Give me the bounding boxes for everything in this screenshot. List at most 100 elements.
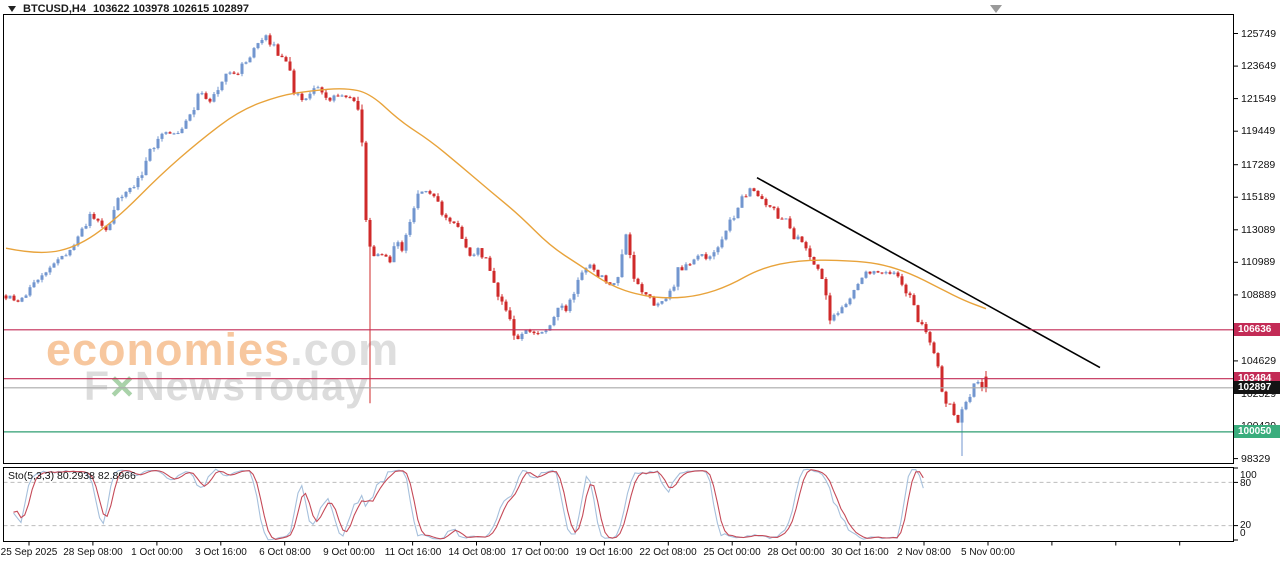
candle-body	[928, 332, 932, 343]
candle-body	[480, 248, 484, 258]
candle-body	[772, 206, 776, 209]
candle-body	[204, 93, 208, 99]
candle-body	[872, 271, 876, 274]
candle-body	[372, 246, 376, 257]
candle-body	[624, 234, 628, 255]
candle-body	[876, 271, 880, 273]
candle-body	[820, 268, 824, 279]
candle-body	[300, 93, 304, 100]
candle-body	[924, 324, 928, 333]
indicator-panel-border	[3, 467, 1234, 542]
watermark-brand: economies.com	[46, 327, 399, 372]
candle-body	[860, 277, 864, 284]
candle-body	[736, 207, 740, 219]
stochastic-axis-label: 100	[1240, 470, 1257, 481]
candle-body	[132, 187, 136, 189]
candle-body	[728, 219, 732, 231]
candle-body	[508, 310, 512, 320]
candle-body	[532, 331, 536, 334]
candle-body	[296, 93, 300, 95]
candle-body	[908, 293, 912, 296]
candle-body	[420, 191, 424, 194]
candle-body	[684, 264, 688, 271]
candle-body	[932, 342, 936, 354]
x-axis-label: 25 Sep 2025	[0, 547, 58, 558]
candle-body	[400, 242, 404, 251]
candle-body	[468, 247, 472, 256]
candle-body	[748, 188, 752, 197]
candle-body	[52, 263, 56, 268]
candle-body	[852, 290, 856, 299]
candle-body	[208, 98, 212, 102]
y-axis-label: 125749	[1241, 28, 1277, 40]
candle-body	[804, 242, 808, 249]
candle-body	[584, 268, 588, 273]
indicator-values: 80.2938 82.8966	[57, 470, 136, 482]
candle-body	[248, 57, 252, 63]
candle-body	[616, 277, 620, 284]
candle-body	[252, 48, 256, 58]
candle-body	[232, 72, 236, 74]
symbol-dropdown-icon[interactable]	[8, 6, 16, 12]
candle-body	[592, 264, 596, 270]
candle-body	[552, 317, 556, 326]
candle-body	[560, 305, 564, 308]
x-axis-label: 1 Oct 00:00	[131, 547, 183, 558]
candle-body	[676, 267, 680, 287]
candle-body	[60, 256, 64, 260]
candle-body	[524, 330, 528, 334]
candle-body	[800, 236, 804, 243]
candle-body	[660, 301, 664, 304]
candle-body	[72, 245, 76, 250]
y-axis-label: 115189	[1241, 191, 1276, 203]
watermark-brand-name: economies	[46, 324, 291, 375]
candle-body	[788, 218, 792, 229]
candle-body	[816, 264, 820, 269]
stochastic-axis-label: 0	[1240, 528, 1246, 539]
candle-body	[284, 57, 288, 62]
candle-body	[960, 409, 964, 423]
candle-body	[412, 208, 416, 223]
candle-body	[228, 72, 232, 74]
candle-body	[220, 81, 224, 91]
candle-body	[964, 401, 968, 410]
candle-body	[392, 246, 396, 263]
candle-body	[408, 222, 412, 235]
candle-body	[416, 193, 420, 209]
watermark-x-icon: ×	[110, 363, 135, 409]
candle-body	[460, 226, 464, 239]
moving-average-line	[5, 88, 987, 310]
candle-body	[80, 228, 84, 237]
candle-body	[696, 255, 700, 260]
x-axis-label: 9 Oct 00:00	[323, 547, 375, 558]
candle-body	[340, 95, 344, 97]
x-axis-label: 6 Oct 08:00	[259, 547, 311, 558]
candle-body	[544, 330, 548, 333]
candle-body	[112, 209, 116, 224]
candle-body	[512, 319, 516, 336]
candle-body	[764, 199, 768, 206]
candle-body	[360, 109, 364, 143]
candle-body	[180, 128, 184, 134]
candle-body	[84, 226, 88, 229]
candle-body	[280, 55, 284, 58]
candle-body	[44, 272, 48, 276]
candle-body	[600, 275, 604, 277]
candle-body	[304, 98, 308, 100]
candle-body	[380, 254, 384, 256]
x-axis-label: 28 Sep 08:00	[63, 547, 123, 558]
x-axis-label: 30 Oct 16:00	[831, 547, 889, 558]
candle-body	[516, 335, 520, 339]
candle-body	[980, 382, 984, 388]
price-tag-target: 100050	[1234, 425, 1280, 438]
candle-body	[900, 276, 904, 285]
candle-body	[96, 218, 100, 221]
candle-body	[152, 148, 156, 150]
candle-body	[216, 90, 220, 95]
candle-body	[384, 254, 388, 257]
candle-body	[808, 248, 812, 257]
candle-body	[984, 376, 988, 388]
candle-body	[396, 242, 400, 247]
